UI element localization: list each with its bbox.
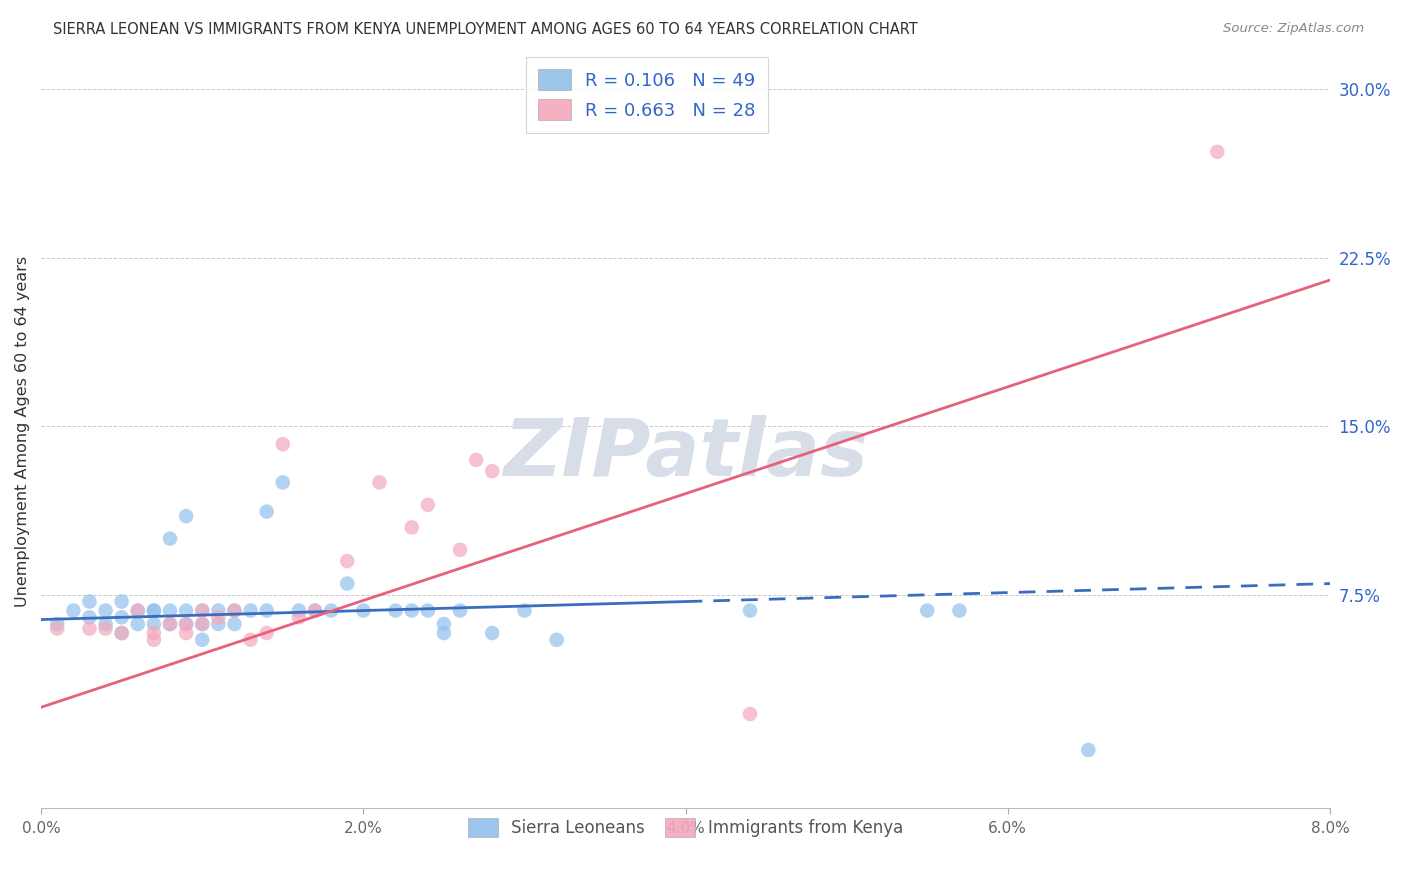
Text: Source: ZipAtlas.com: Source: ZipAtlas.com [1223,22,1364,36]
Point [368,475,391,490]
Point [159,532,181,546]
Point [207,617,229,632]
Point [271,475,294,490]
Point [111,594,134,608]
Point [224,617,246,632]
Point [142,603,165,617]
Legend: Sierra Leoneans, Immigrants from Kenya: Sierra Leoneans, Immigrants from Kenya [460,809,911,846]
Point [224,603,246,617]
Point [336,576,359,591]
Point [256,505,278,519]
Point [321,603,343,617]
Point [127,603,149,617]
Point [207,610,229,624]
Point [239,632,262,647]
Point [111,610,134,624]
Point [1077,743,1099,757]
Point [191,617,214,632]
Point [336,554,359,568]
Point [159,603,181,617]
Point [94,603,117,617]
Point [207,603,229,617]
Point [256,603,278,617]
Point [174,509,197,524]
Point [174,626,197,640]
Text: SIERRA LEONEAN VS IMMIGRANTS FROM KENYA UNEMPLOYMENT AMONG AGES 60 TO 64 YEARS C: SIERRA LEONEAN VS IMMIGRANTS FROM KENYA … [53,22,918,37]
Point [111,626,134,640]
Point [401,603,423,617]
Point [546,632,568,647]
Point [159,617,181,632]
Point [513,603,536,617]
Point [142,617,165,632]
Point [449,603,471,617]
Point [915,603,938,617]
Point [191,617,214,632]
Point [481,464,503,478]
Point [239,603,262,617]
Point [127,617,149,632]
Point [46,617,69,632]
Point [127,603,149,617]
Point [224,603,246,617]
Point [142,632,165,647]
Point [288,610,311,624]
Point [416,498,439,512]
Point [94,617,117,632]
Point [271,437,294,451]
Point [62,603,84,617]
Point [465,453,488,467]
Point [191,603,214,617]
Point [79,594,101,608]
Point [433,626,456,640]
Point [191,603,214,617]
Point [481,626,503,640]
Point [174,617,197,632]
Point [948,603,970,617]
Point [142,603,165,617]
Point [416,603,439,617]
Point [738,706,761,721]
Point [46,622,69,636]
Point [738,603,761,617]
Point [304,603,326,617]
Y-axis label: Unemployment Among Ages 60 to 64 years: Unemployment Among Ages 60 to 64 years [15,256,30,607]
Point [352,603,374,617]
Point [1206,145,1229,159]
Point [79,610,101,624]
Point [159,617,181,632]
Point [288,603,311,617]
Point [256,626,278,640]
Point [384,603,406,617]
Point [174,603,197,617]
Point [449,542,471,557]
Point [94,622,117,636]
Point [79,622,101,636]
Text: ZIPatlas: ZIPatlas [503,416,868,493]
Point [191,632,214,647]
Point [142,626,165,640]
Point [304,603,326,617]
Point [433,617,456,632]
Point [174,617,197,632]
Point [401,520,423,534]
Point [111,626,134,640]
